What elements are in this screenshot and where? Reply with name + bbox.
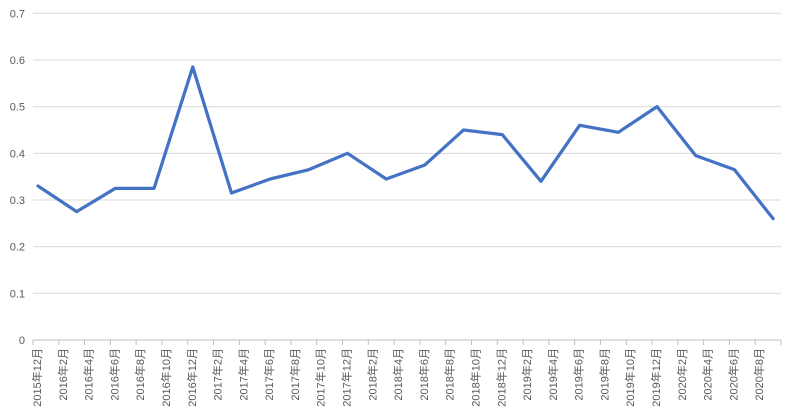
- x-axis-tick-label: 2017年12月: [340, 348, 354, 407]
- x-axis-tick-label: 2019年4月: [546, 348, 560, 401]
- x-axis-tick-label: 2020年2月: [675, 348, 689, 401]
- y-axis-tick-label: 0.3: [10, 195, 25, 207]
- y-axis-tick-label: 0.2: [10, 242, 25, 254]
- x-axis-tick-label: 2016年10月: [159, 348, 173, 407]
- x-axis-tick-label: 2019年12月: [649, 348, 663, 407]
- y-axis-tick-label: 0.4: [10, 148, 25, 160]
- x-axis-tick-label: 2018年10月: [468, 348, 482, 407]
- x-axis-tick-label: 2019年10月: [623, 348, 637, 407]
- x-axis-tick-label: 2016年8月: [133, 348, 147, 401]
- x-axis-tick-label: 2017年4月: [236, 348, 250, 401]
- x-axis-tick-label: 2020年6月: [726, 348, 740, 401]
- x-axis-tick-label: 2016年2月: [56, 348, 70, 401]
- y-axis-tick-label: 0.5: [10, 102, 25, 114]
- y-axis-tick-label: 0.1: [10, 288, 25, 300]
- x-axis-tick-label: 2017年10月: [314, 348, 328, 407]
- x-axis-tick-label: 2018年12月: [494, 348, 508, 407]
- x-axis-tick-label: 2017年2月: [211, 348, 225, 401]
- x-axis-tick-label: 2019年6月: [572, 348, 586, 401]
- x-axis-tick-label: 2016年12月: [185, 348, 199, 407]
- x-axis-tick-label: 2017年8月: [288, 348, 302, 401]
- x-axis-tick-label: 2020年8月: [752, 348, 766, 401]
- data-line: [36, 65, 775, 221]
- y-axis-tick-label: 0.6: [10, 55, 25, 67]
- y-axis-tick-label: 0: [19, 335, 25, 347]
- x-axis-tick-label: 2016年6月: [107, 348, 121, 401]
- x-axis-tick-label: 2018年2月: [365, 348, 379, 401]
- x-axis-tick-label: 2019年2月: [520, 348, 534, 401]
- x-axis-tick-label: 2018年4月: [391, 348, 405, 401]
- x-axis-tick-label: 2019年8月: [597, 348, 611, 401]
- x-axis-tick-label: 2015年12月: [30, 348, 44, 407]
- x-axis-tick-label: 2017年6月: [262, 348, 276, 401]
- x-axis-tick-label: 2016年4月: [82, 348, 96, 401]
- y-axis-tick-label: 0.7: [10, 8, 25, 20]
- x-axis-tick-label: 2020年4月: [701, 348, 715, 401]
- x-axis-tick-label: 2018年6月: [417, 348, 431, 401]
- x-axis-tick-label: 2018年8月: [443, 348, 457, 401]
